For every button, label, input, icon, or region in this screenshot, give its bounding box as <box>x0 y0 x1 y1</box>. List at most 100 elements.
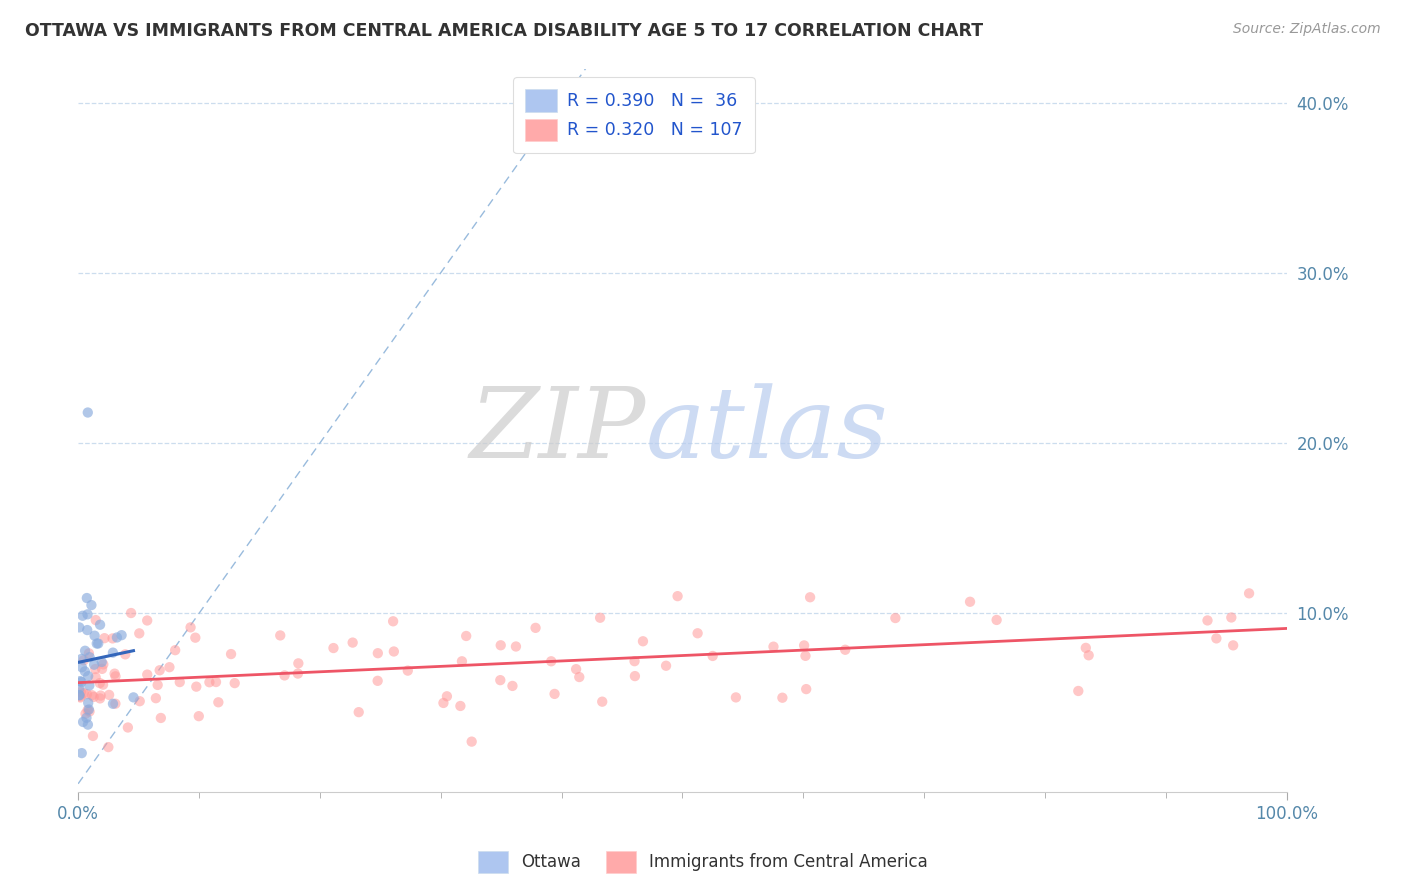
Point <box>702 648 724 663</box>
Point <box>187 709 209 723</box>
Point <box>82 729 104 743</box>
Point <box>89 676 111 690</box>
Point <box>591 695 613 709</box>
Point <box>432 696 454 710</box>
Point <box>322 641 344 656</box>
Point <box>631 634 654 648</box>
Text: Source: ZipAtlas.com: Source: ZipAtlas.com <box>1233 22 1381 37</box>
Point <box>540 654 562 668</box>
Point <box>75 644 97 658</box>
Point <box>793 639 815 653</box>
Point <box>287 657 309 671</box>
Point <box>1205 632 1227 646</box>
Point <box>128 626 150 640</box>
Point <box>186 680 208 694</box>
Point <box>76 405 98 419</box>
Point <box>77 717 100 731</box>
Point <box>1067 684 1090 698</box>
Point <box>70 675 93 690</box>
Point <box>269 628 291 642</box>
Point <box>287 666 309 681</box>
Point <box>724 690 747 705</box>
Point <box>145 691 167 706</box>
Point <box>489 638 512 652</box>
Point <box>104 666 127 681</box>
Point <box>98 688 121 702</box>
Point <box>67 681 90 696</box>
Point <box>110 628 132 642</box>
Point <box>1197 614 1219 628</box>
Point <box>686 626 709 640</box>
Point <box>76 711 98 725</box>
Point <box>436 690 458 704</box>
Legend: R = 0.390   N =  36, R = 0.320   N = 107: R = 0.390 N = 36, R = 0.320 N = 107 <box>513 78 755 153</box>
Point <box>87 636 110 650</box>
Point <box>624 669 647 683</box>
Point <box>794 682 817 697</box>
Point <box>449 698 471 713</box>
Point <box>367 673 389 688</box>
Point <box>101 697 124 711</box>
Point <box>77 696 100 710</box>
Point <box>72 714 94 729</box>
Point <box>489 673 512 688</box>
Point <box>347 705 370 719</box>
Point <box>89 617 111 632</box>
Point <box>117 721 139 735</box>
Point <box>169 675 191 690</box>
Point <box>84 670 107 684</box>
Point <box>76 703 98 717</box>
Point <box>1222 639 1244 653</box>
Point <box>146 678 169 692</box>
Point <box>623 654 645 668</box>
Point <box>505 640 527 654</box>
Point <box>70 746 93 760</box>
Point <box>180 620 202 634</box>
Point <box>79 705 101 719</box>
Point <box>959 595 981 609</box>
Point <box>69 674 91 689</box>
Point <box>149 663 172 677</box>
Point <box>114 648 136 662</box>
Point <box>207 695 229 709</box>
Point <box>101 646 124 660</box>
Point <box>762 640 785 654</box>
Point <box>67 620 90 634</box>
Point <box>589 611 612 625</box>
Point <box>76 623 98 637</box>
Point <box>70 660 93 674</box>
Point <box>986 613 1008 627</box>
Point <box>565 662 588 676</box>
Point <box>159 660 181 674</box>
Point <box>666 589 689 603</box>
Point <box>501 679 523 693</box>
Point <box>122 690 145 705</box>
Point <box>76 607 98 622</box>
Point <box>80 688 103 702</box>
Point <box>79 650 101 665</box>
Point <box>83 657 105 672</box>
Point <box>69 690 91 705</box>
Point <box>80 598 103 612</box>
Point <box>1237 586 1260 600</box>
Point <box>342 635 364 649</box>
Point <box>273 668 295 682</box>
Point <box>77 702 100 716</box>
Point <box>104 697 127 711</box>
Point <box>104 669 127 683</box>
Point <box>120 606 142 620</box>
Point <box>382 615 405 629</box>
Point <box>794 648 817 663</box>
Point <box>382 644 405 658</box>
Point <box>770 690 793 705</box>
Point <box>67 688 90 702</box>
Point <box>184 631 207 645</box>
Point <box>205 675 228 690</box>
Point <box>524 621 547 635</box>
Point <box>79 678 101 692</box>
Text: ZIP: ZIP <box>470 383 647 478</box>
Point <box>90 655 112 669</box>
Point <box>67 688 90 702</box>
Point <box>101 632 124 646</box>
Point <box>1074 640 1097 655</box>
